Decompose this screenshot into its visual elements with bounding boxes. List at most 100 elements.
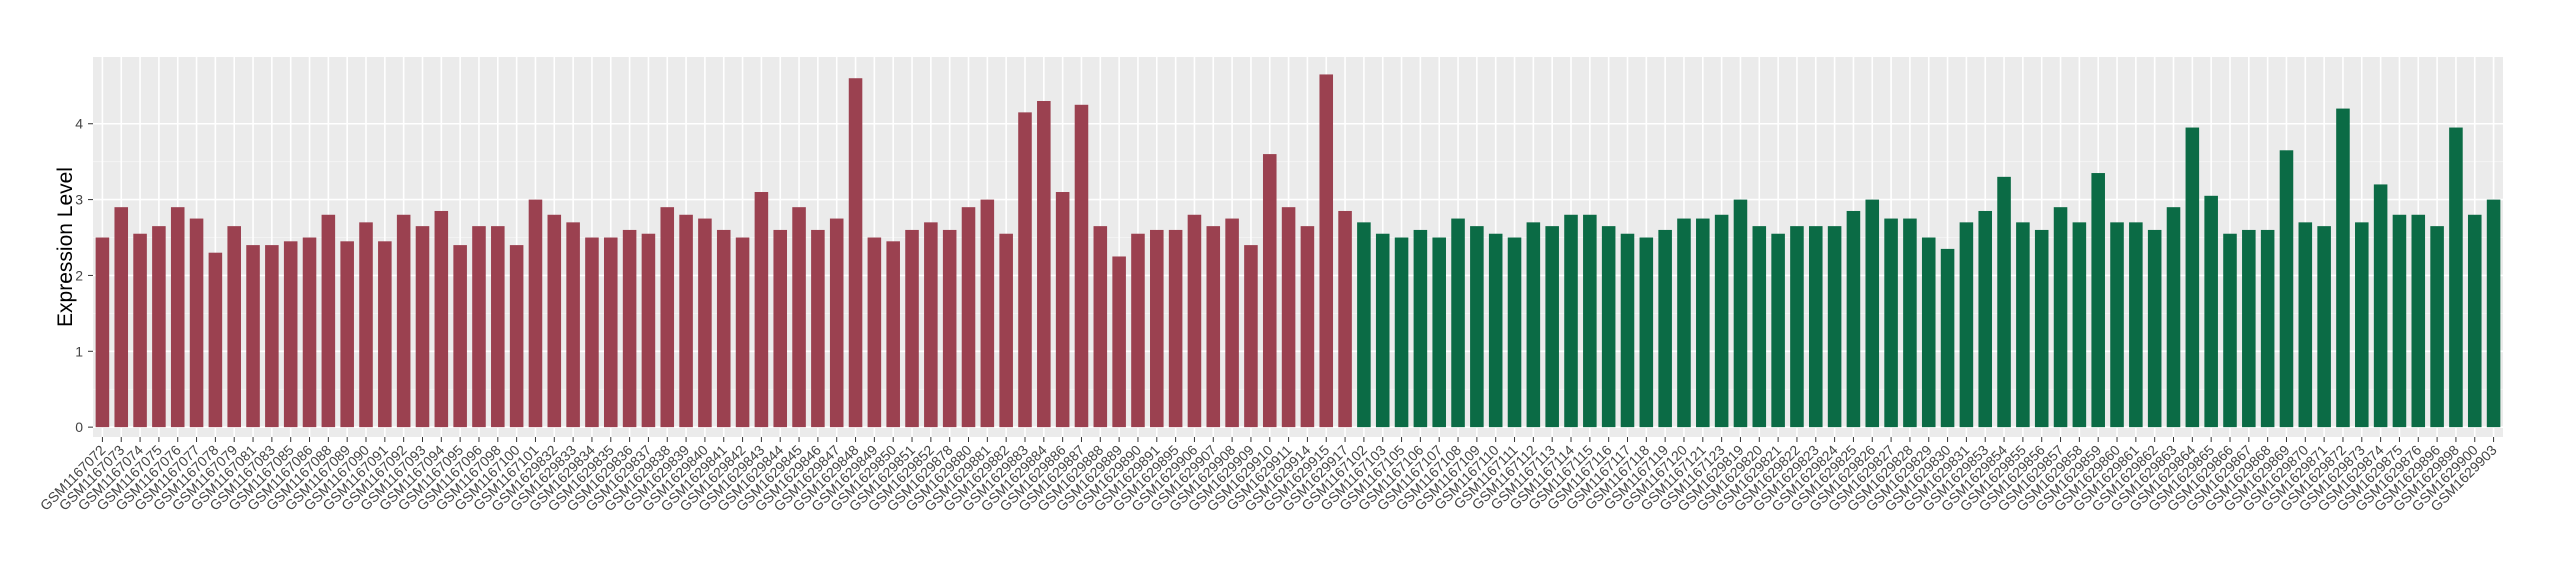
bar bbox=[999, 233, 1013, 428]
bar bbox=[1394, 237, 1409, 428]
bar bbox=[2204, 195, 2218, 428]
bar bbox=[547, 214, 562, 428]
bar bbox=[2166, 207, 2181, 428]
bar bbox=[1074, 104, 1089, 428]
bar bbox=[698, 218, 712, 428]
bar bbox=[1187, 214, 1202, 428]
bar bbox=[2467, 214, 2482, 428]
bar bbox=[1865, 199, 1880, 428]
bar bbox=[566, 222, 580, 428]
bar bbox=[114, 207, 129, 428]
bar bbox=[905, 229, 919, 428]
bar bbox=[189, 218, 204, 428]
y-tick-label: 0 bbox=[75, 419, 83, 435]
bar bbox=[509, 245, 524, 428]
bar bbox=[1903, 218, 1917, 428]
bar bbox=[2298, 222, 2313, 428]
y-axis-title: Expression Level bbox=[54, 167, 77, 327]
bar bbox=[95, 237, 110, 428]
bar bbox=[1733, 199, 1748, 428]
bar bbox=[321, 214, 336, 428]
bar bbox=[359, 222, 373, 428]
bar bbox=[415, 226, 430, 428]
bar bbox=[622, 229, 637, 428]
bar bbox=[942, 229, 957, 428]
bar bbox=[283, 241, 298, 428]
bar bbox=[1281, 207, 1296, 428]
bar bbox=[1131, 233, 1145, 428]
bar bbox=[1244, 245, 1258, 428]
bar bbox=[1884, 218, 1898, 428]
bar bbox=[1470, 226, 1484, 428]
bar bbox=[603, 237, 618, 428]
bar bbox=[867, 237, 882, 428]
bar bbox=[1507, 237, 1522, 428]
bar bbox=[152, 226, 166, 428]
bar bbox=[829, 218, 844, 428]
bar bbox=[2110, 222, 2124, 428]
bar bbox=[1808, 226, 1823, 428]
bar bbox=[2260, 229, 2275, 428]
bar bbox=[1959, 222, 1974, 428]
bar bbox=[1093, 226, 1108, 428]
bar bbox=[1790, 226, 1804, 428]
bar bbox=[1112, 256, 1126, 428]
bar bbox=[1752, 226, 1767, 428]
bar bbox=[528, 199, 543, 428]
bar bbox=[1526, 222, 1541, 428]
bar bbox=[1564, 214, 1578, 428]
bar bbox=[585, 237, 599, 428]
bar bbox=[2430, 226, 2444, 428]
bar bbox=[1319, 74, 1334, 428]
y-tick-label: 1 bbox=[75, 343, 83, 359]
bar bbox=[472, 226, 486, 428]
bar bbox=[2016, 222, 2030, 428]
bar bbox=[2034, 229, 2049, 428]
bar bbox=[1677, 218, 1691, 428]
bar bbox=[716, 229, 731, 428]
bar bbox=[1413, 229, 1428, 428]
bar bbox=[1357, 222, 1371, 428]
bar bbox=[2355, 222, 2369, 428]
bar bbox=[340, 241, 354, 428]
bar bbox=[1018, 112, 1032, 428]
bar bbox=[208, 252, 223, 428]
bar bbox=[660, 207, 675, 428]
bar bbox=[2053, 207, 2068, 428]
bar bbox=[1978, 210, 1993, 428]
bar bbox=[2411, 214, 2426, 428]
bar bbox=[1639, 237, 1654, 428]
bar bbox=[1375, 233, 1390, 428]
bar bbox=[1545, 226, 1559, 428]
bar bbox=[1620, 233, 1635, 428]
bar bbox=[1658, 229, 1672, 428]
bar bbox=[679, 214, 693, 428]
bar bbox=[1771, 233, 1785, 428]
bar bbox=[2317, 226, 2331, 428]
bar bbox=[735, 237, 750, 428]
bar bbox=[2336, 108, 2350, 428]
bar bbox=[1827, 226, 1842, 428]
bar bbox=[1846, 210, 1861, 428]
bar bbox=[265, 245, 279, 428]
bar bbox=[1055, 192, 1070, 428]
bar bbox=[133, 233, 147, 428]
bar bbox=[1940, 248, 1955, 428]
bar bbox=[434, 210, 449, 428]
bar bbox=[924, 222, 938, 428]
y-tick-label: 3 bbox=[75, 192, 83, 208]
bar bbox=[1206, 226, 1221, 428]
bar bbox=[1150, 229, 1164, 428]
bar bbox=[792, 207, 806, 428]
bar bbox=[1225, 218, 1239, 428]
bar bbox=[961, 207, 976, 428]
bar bbox=[2223, 233, 2237, 428]
bar bbox=[2072, 222, 2087, 428]
bar bbox=[2185, 127, 2200, 428]
bar bbox=[170, 207, 185, 428]
bar bbox=[2279, 150, 2294, 428]
bar bbox=[2392, 214, 2407, 428]
bar bbox=[1262, 154, 1277, 428]
bar bbox=[227, 226, 241, 428]
